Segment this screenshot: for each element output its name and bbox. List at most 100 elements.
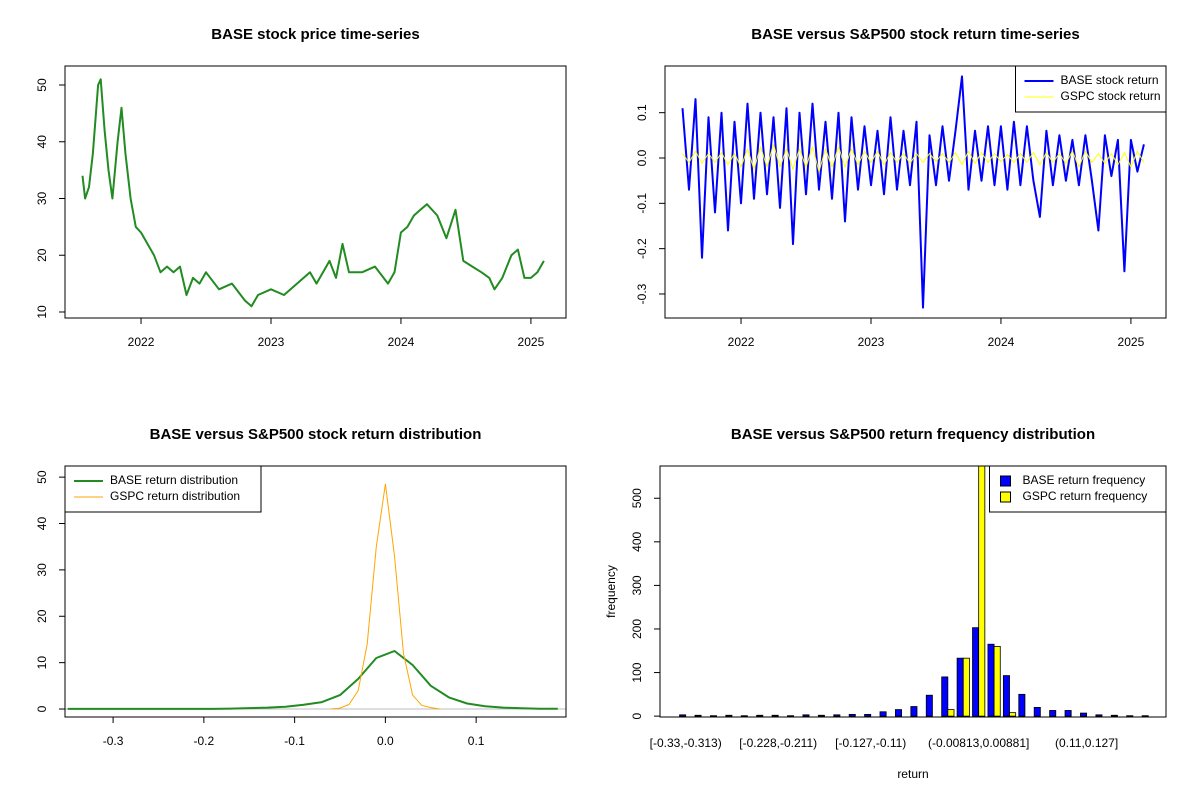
legend-label: GSPC return frequency xyxy=(1023,489,1148,503)
bar xyxy=(1110,714,1118,717)
x-tick-label: 2025 xyxy=(1118,335,1145,349)
x-tick-label: (0.11,0.127] xyxy=(1055,736,1118,750)
series-line xyxy=(681,75,1145,309)
bar xyxy=(802,714,810,717)
bar xyxy=(1033,707,1041,717)
x-tick-label: 2022 xyxy=(128,335,155,349)
y-tick-label: -0.3 xyxy=(635,283,649,304)
y-tick-label: 30 xyxy=(35,192,49,206)
bar xyxy=(1018,693,1026,717)
y-tick-label: 0.0 xyxy=(635,149,649,166)
y-tick-label: -0.2 xyxy=(635,238,649,259)
x-tick-label: 0.1 xyxy=(468,734,485,748)
x-tick-label: 2025 xyxy=(518,335,545,349)
bar xyxy=(694,714,702,717)
bar xyxy=(817,714,825,717)
bar xyxy=(1002,675,1010,717)
bar xyxy=(864,713,872,717)
bar xyxy=(895,709,902,717)
legend-label: GSPC return distribution xyxy=(110,489,240,503)
y-tick-label: 400 xyxy=(630,531,644,551)
bar xyxy=(833,714,841,717)
x-tick-label: -0.2 xyxy=(194,734,215,748)
legend-label: BASE return frequency xyxy=(1023,473,1146,487)
x-tick-label: [-0.127,-0.11) xyxy=(835,736,906,750)
x-axis-label: return xyxy=(897,767,928,781)
plot-frame xyxy=(64,465,567,718)
series-line xyxy=(330,483,440,710)
legend-label: BASE stock return xyxy=(1061,73,1159,87)
bar xyxy=(771,714,779,717)
series-line xyxy=(67,650,558,710)
bar xyxy=(1095,714,1103,717)
bar xyxy=(941,676,949,717)
x-tick-label: (-0.00813,0.00881] xyxy=(928,736,1029,750)
y-tick-label: 30 xyxy=(35,563,49,577)
legend-box xyxy=(64,465,262,513)
x-tick-label: 2024 xyxy=(988,335,1015,349)
legend: BASE return frequency GSPC return frequen… xyxy=(989,465,1167,513)
panel: BASE versus S&P500 return frequency dist… xyxy=(604,426,1167,781)
y-tick-label: 100 xyxy=(630,662,644,682)
y-tick-label: 0 xyxy=(630,712,644,719)
y-tick-label: 10 xyxy=(35,656,49,670)
plot-frame xyxy=(64,65,567,319)
x-tick-label: -0.3 xyxy=(103,734,124,748)
bar xyxy=(987,643,995,717)
legend-box xyxy=(989,465,1167,513)
y-axis-label: frequency xyxy=(604,565,618,618)
plot-area xyxy=(679,466,1149,717)
x-tick-label: 0.0 xyxy=(377,734,394,748)
bar xyxy=(972,627,980,717)
plot-area xyxy=(681,75,1145,309)
y-tick-label: 50 xyxy=(35,470,49,484)
legend-swatch xyxy=(1000,475,1011,487)
legend-label: BASE return distribution xyxy=(110,473,238,487)
bar xyxy=(993,646,1001,717)
bar xyxy=(879,711,887,717)
bar xyxy=(978,466,986,717)
bar xyxy=(910,706,918,717)
bar xyxy=(679,714,687,717)
chart-title: BASE versus S&P500 stock return distribu… xyxy=(150,426,482,443)
legend: BASE stock return GSPC stock return xyxy=(1015,65,1167,113)
y-tick-label: 20 xyxy=(35,248,49,262)
bar xyxy=(756,714,764,717)
bar xyxy=(925,694,933,717)
y-tick-label: 0 xyxy=(35,705,49,712)
bar xyxy=(848,713,856,717)
bar xyxy=(1064,710,1072,717)
y-tick-label: 500 xyxy=(630,488,644,508)
y-tick-label: -0.1 xyxy=(635,193,649,214)
y-tick-label: 10 xyxy=(35,305,49,319)
panel: BASE versus S&P500 stock return time-ser… xyxy=(635,26,1167,349)
legend-box xyxy=(1015,65,1167,113)
bar xyxy=(947,709,955,717)
x-tick-label: 2022 xyxy=(728,335,755,349)
panel: BASE versus S&P500 stock return distribu… xyxy=(35,426,567,748)
y-tick-label: 40 xyxy=(35,517,49,531)
x-tick-label: [-0.33,-0.313) xyxy=(650,736,722,750)
y-tick-label: 50 xyxy=(35,78,49,92)
x-tick-label: [-0.228,-0.211) xyxy=(739,736,817,750)
series-line xyxy=(682,143,1145,173)
x-tick-label: 2023 xyxy=(258,335,285,349)
plot-frame xyxy=(664,65,1167,319)
y-tick-label: 200 xyxy=(630,619,644,639)
y-tick-label: 0.1 xyxy=(635,104,649,121)
chart-title: BASE versus S&P500 stock return time-ser… xyxy=(751,26,1079,43)
chart-title: BASE versus S&P500 return frequency dist… xyxy=(731,426,1095,443)
bar xyxy=(1009,712,1017,717)
x-tick-label: 2024 xyxy=(388,335,415,349)
bar xyxy=(962,657,970,717)
legend-label: GSPC stock return xyxy=(1061,89,1161,103)
y-tick-label: 20 xyxy=(35,609,49,623)
bar xyxy=(1049,710,1057,717)
y-tick-label: 300 xyxy=(630,575,644,595)
panel: BASE stock price time-series 10 20 30 40 50 20… xyxy=(35,26,567,349)
plot-area xyxy=(65,483,566,710)
plot-area xyxy=(81,78,545,308)
bar xyxy=(725,714,733,717)
series-line xyxy=(81,78,545,308)
y-tick-label: 40 xyxy=(35,135,49,149)
